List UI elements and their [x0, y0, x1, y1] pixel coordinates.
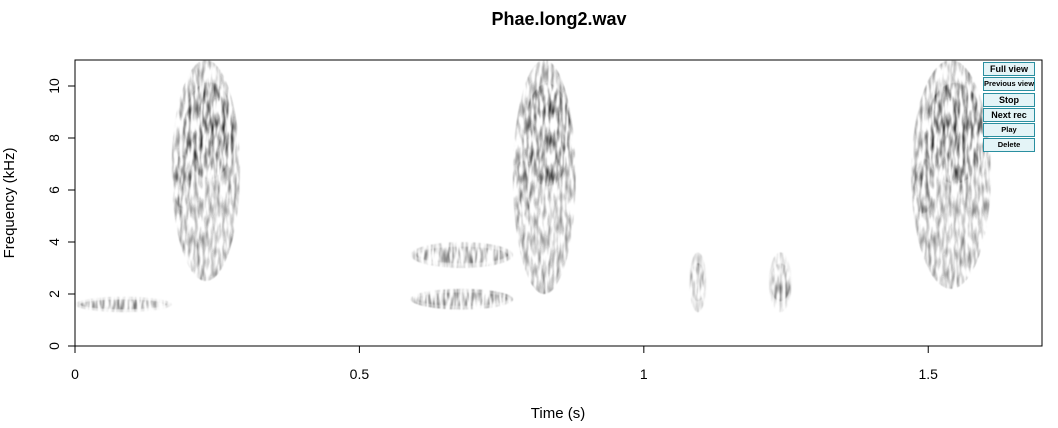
x-tick-label: 1 [640, 366, 648, 382]
y-tick-label: 10 [46, 78, 62, 94]
y-tick-label: 2 [46, 290, 62, 298]
energy-region [75, 296, 172, 313]
y-tick-label: 4 [46, 238, 62, 246]
x-axis-title: Time (s) [531, 405, 585, 422]
play-button[interactable]: Play [983, 123, 1035, 138]
y-tick-label: 8 [46, 134, 62, 142]
previous-view-button[interactable]: Previous view [983, 77, 1035, 92]
x-tick-label: 1.5 [919, 366, 939, 382]
y-tick-label: 6 [46, 186, 62, 194]
delete-button[interactable]: Delete [983, 138, 1035, 153]
energy-region [768, 252, 792, 313]
full-view-button[interactable]: Full view [983, 62, 1035, 76]
energy-region [689, 252, 707, 313]
x-axis: 0 0.5 1 1.5 [71, 345, 1042, 382]
y-axis: 0 2 4 6 8 10 [46, 78, 75, 350]
next-rec-button[interactable]: Next rec [983, 107, 1035, 122]
x-tick-label: 0 [71, 366, 79, 382]
x-tick-label: 0.5 [350, 366, 370, 382]
stop-button[interactable]: Stop [983, 92, 1035, 107]
control-panel: Full view Previous view Stop Next rec Pl… [983, 62, 1035, 154]
energy-region [171, 60, 240, 281]
energy-region [410, 242, 513, 268]
energy-region [911, 60, 991, 289]
energy-region [512, 60, 576, 294]
chart-title: Phae.long2.wav [491, 9, 627, 29]
y-axis-title: Frequency (kHz) [1, 148, 18, 259]
plot-area[interactable] [74, 59, 1043, 347]
energy-region [410, 288, 513, 310]
y-tick-label: 0 [46, 342, 62, 350]
energy-layer [75, 60, 991, 313]
